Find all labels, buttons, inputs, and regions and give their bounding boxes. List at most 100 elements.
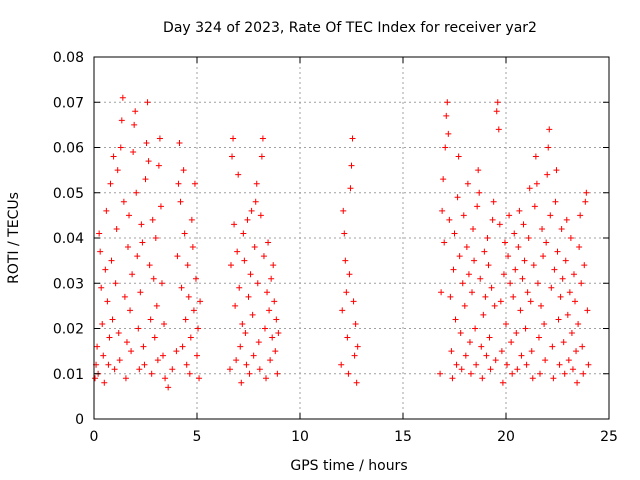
data-point [158, 280, 165, 287]
data-point [454, 194, 461, 201]
data-point [261, 325, 268, 332]
y-tick-label: 0.01 [53, 367, 84, 383]
data-point [562, 257, 569, 264]
data-point [525, 235, 532, 241]
data-point [118, 117, 125, 124]
data-point [196, 375, 203, 382]
data-point [448, 348, 455, 355]
data-point [491, 302, 498, 309]
data-point [453, 361, 460, 368]
data-point [521, 257, 528, 264]
x-tick-label: 20 [497, 429, 515, 445]
data-point [540, 253, 547, 260]
data-point [248, 207, 255, 214]
data-point [444, 99, 451, 106]
x-tick-label: 25 [600, 429, 618, 445]
data-point [458, 366, 465, 373]
data-point [154, 357, 161, 364]
data-point [462, 352, 469, 359]
data-point [146, 262, 153, 269]
y-tick-label: 0.08 [53, 50, 84, 66]
data-point [127, 307, 134, 314]
data-point [497, 298, 504, 305]
data-point [245, 293, 252, 300]
data-point [234, 248, 241, 255]
data-point [99, 320, 106, 327]
axis-ticks: 0 5 10 15 20 25 0 0.01 0.02 0.03 0.04 0.05 0.06 0.07 0… [53, 50, 618, 445]
data-point [353, 379, 360, 386]
data-point [500, 271, 507, 278]
data-point [156, 135, 163, 142]
data-point [132, 108, 139, 115]
data-point [195, 325, 202, 332]
data-point [161, 320, 168, 327]
data-point [173, 348, 180, 355]
data-point [345, 370, 352, 377]
data-point [184, 262, 191, 269]
y-tick-label: 0.05 [53, 186, 84, 202]
data-point [237, 343, 244, 350]
data-point [122, 375, 129, 382]
data-point [119, 94, 126, 101]
data-point [185, 293, 192, 300]
data-point [493, 108, 500, 115]
data-point [451, 230, 458, 237]
data-point [153, 302, 160, 309]
data-point [531, 203, 538, 210]
data-point [138, 221, 145, 228]
data-point [263, 375, 270, 382]
data-point [108, 257, 115, 264]
data-point [102, 266, 109, 273]
data-point [513, 330, 520, 337]
data-point [557, 293, 564, 300]
data-point [536, 370, 543, 377]
data-point [534, 280, 541, 287]
data-point [139, 239, 146, 246]
data-point [472, 325, 479, 332]
data-point [574, 379, 581, 386]
data-point [194, 352, 200, 359]
data-point [116, 357, 123, 364]
data-point [469, 289, 476, 296]
data-point [547, 212, 554, 219]
data-point [529, 375, 536, 382]
data-point [104, 298, 111, 305]
data-point [526, 185, 533, 192]
data-point [259, 135, 266, 142]
data-point [467, 370, 474, 377]
data-point [350, 298, 357, 305]
data-point [140, 343, 147, 350]
data-point [533, 180, 540, 187]
data-point [273, 316, 280, 323]
data-point [479, 375, 486, 382]
data-point [516, 207, 523, 214]
data-point [130, 149, 137, 156]
data-point [240, 230, 247, 237]
data-point [555, 316, 562, 323]
data-point [440, 176, 447, 183]
x-axis-label: GPS time / hours [290, 458, 407, 474]
data-point [105, 361, 112, 368]
data-point [123, 339, 130, 346]
data-point [246, 370, 253, 377]
x-tick-label: 15 [394, 429, 412, 445]
data-point [183, 361, 190, 368]
data-point [503, 320, 509, 327]
data-point [481, 248, 488, 255]
data-point [475, 167, 482, 174]
data-point [580, 370, 587, 377]
data-point [522, 325, 529, 332]
data-point [442, 144, 449, 151]
data-point [175, 180, 182, 187]
data-point [256, 366, 263, 373]
data-point [268, 275, 275, 282]
data-point [137, 289, 144, 296]
data-point [136, 366, 143, 373]
data-point [114, 167, 121, 174]
data-point [92, 375, 99, 382]
data-point [233, 357, 240, 364]
data-point [128, 348, 135, 355]
data-point [177, 198, 184, 205]
data-point [541, 320, 548, 327]
